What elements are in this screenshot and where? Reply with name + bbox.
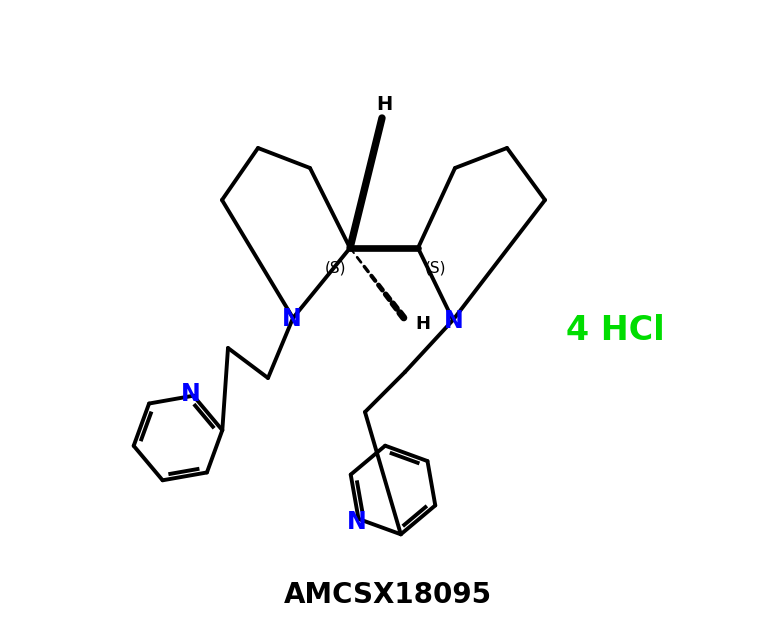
Text: N: N [444, 309, 464, 333]
Text: H: H [415, 315, 431, 333]
Text: (S): (S) [424, 260, 445, 275]
Text: 4 HCl: 4 HCl [566, 314, 664, 347]
Text: N: N [181, 382, 200, 406]
Text: N: N [347, 510, 366, 534]
Text: N: N [282, 307, 302, 331]
Text: H: H [376, 94, 392, 113]
Text: (S): (S) [325, 260, 347, 275]
Text: AMCSX18095: AMCSX18095 [284, 581, 492, 609]
